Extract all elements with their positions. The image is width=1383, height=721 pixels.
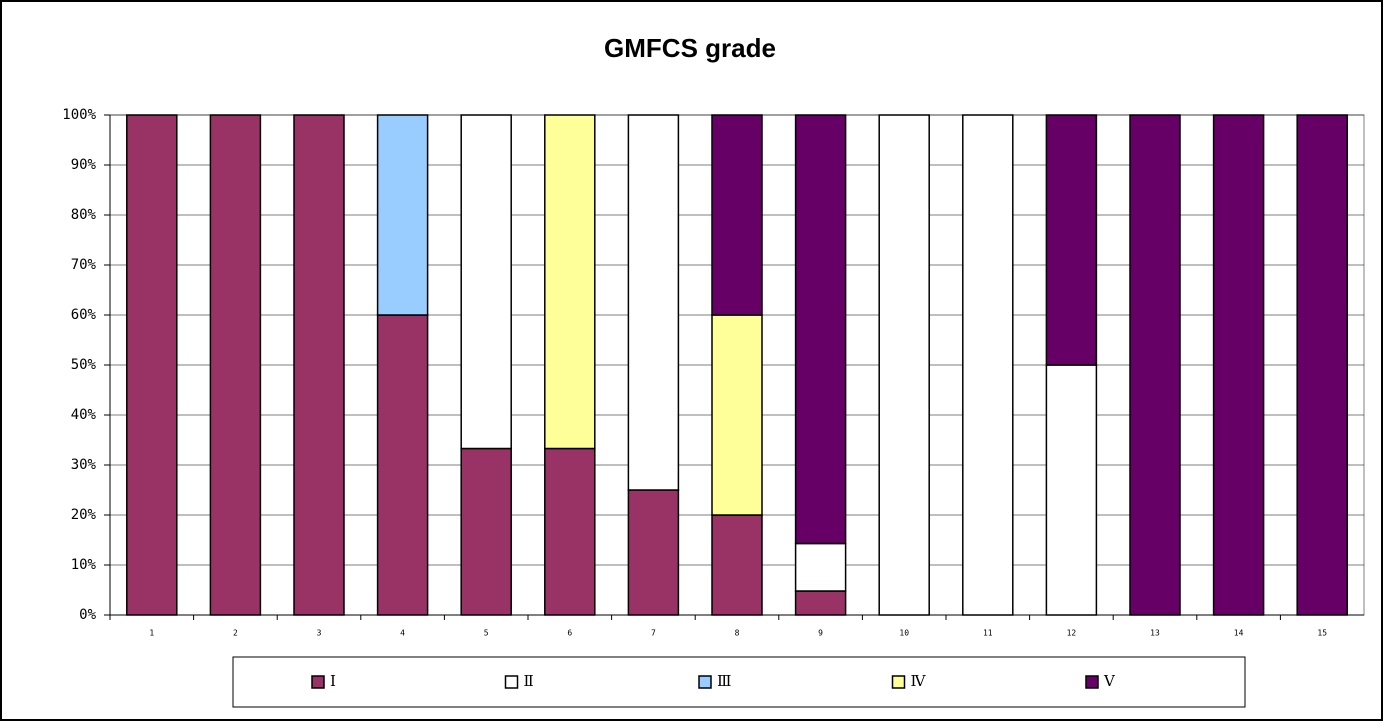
bar-segment: [460, 447, 512, 616]
bar-segment: [1045, 114, 1098, 366]
x-tick-label: 1: [149, 629, 154, 638]
x-tick-label: 12: [1067, 629, 1077, 638]
bar-segment: [794, 542, 847, 592]
legend-label: Ⅳ: [911, 672, 927, 690]
legend-swatch: [891, 675, 906, 689]
x-tick-label: 5: [484, 629, 489, 638]
bar-segment: [711, 314, 763, 516]
bar-segment: [376, 114, 429, 316]
legend-swatch: [311, 675, 325, 689]
legend-label: Ⅲ: [717, 672, 731, 690]
legend-label: Ⅰ: [330, 672, 336, 690]
bar-segment: [962, 114, 1014, 616]
y-tick-label: 100%: [62, 107, 96, 123]
legend-label: Ⅱ: [524, 672, 534, 690]
legend-swatch: [504, 675, 519, 689]
bar-segment: [794, 590, 847, 616]
y-tick-label: 50%: [71, 357, 97, 373]
legend-label: Ⅴ: [1103, 672, 1116, 690]
bar-segment: [460, 114, 512, 450]
bar-segment: [878, 114, 930, 616]
x-tick-label: 7: [651, 629, 656, 638]
chart-title: GMFCS grade: [604, 33, 776, 63]
bar-segment: [1212, 114, 1265, 616]
x-tick-label: 6: [567, 629, 572, 638]
x-tick-label: 13: [1150, 629, 1160, 638]
bar-segment: [711, 114, 763, 316]
y-tick-label: 70%: [71, 257, 97, 273]
y-tick-label: 10%: [71, 557, 97, 573]
y-tick-label: 40%: [71, 407, 97, 423]
x-tick-label: 8: [735, 629, 740, 638]
x-tick-label: 11: [983, 629, 993, 638]
bar-segment: [1045, 364, 1098, 616]
y-tick-label: 80%: [71, 207, 97, 223]
x-tick-label: 9: [818, 629, 823, 638]
bar-segment: [126, 114, 178, 616]
bar-segment: [1129, 114, 1181, 616]
bar-segment: [544, 447, 596, 616]
x-tick-label: 10: [899, 629, 909, 638]
x-tick-label: 15: [1317, 629, 1327, 638]
bar-segment: [209, 114, 262, 616]
y-tick-label: 30%: [71, 457, 97, 473]
legend-swatch: [698, 675, 712, 689]
bar-segment: [627, 489, 680, 616]
bar-segment: [627, 114, 680, 491]
bar-segment: [376, 314, 429, 616]
y-tick-label: 0%: [79, 607, 96, 623]
x-tick-label: 2: [233, 629, 238, 638]
legend-swatch: [1085, 675, 1099, 689]
y-tick-label: 90%: [71, 157, 97, 173]
bar-segment: [711, 514, 763, 616]
bar-segment: [544, 114, 596, 450]
bar-segment: [1296, 114, 1348, 616]
y-tick-label: 60%: [71, 307, 97, 323]
x-tick-label: 4: [400, 629, 405, 638]
bar-segment: [293, 114, 345, 616]
legend-box: [232, 656, 1246, 708]
x-tick-label: 14: [1234, 629, 1244, 638]
x-tick-label: 3: [317, 629, 322, 638]
y-tick-label: 20%: [71, 507, 97, 523]
bar-segment: [794, 114, 847, 545]
